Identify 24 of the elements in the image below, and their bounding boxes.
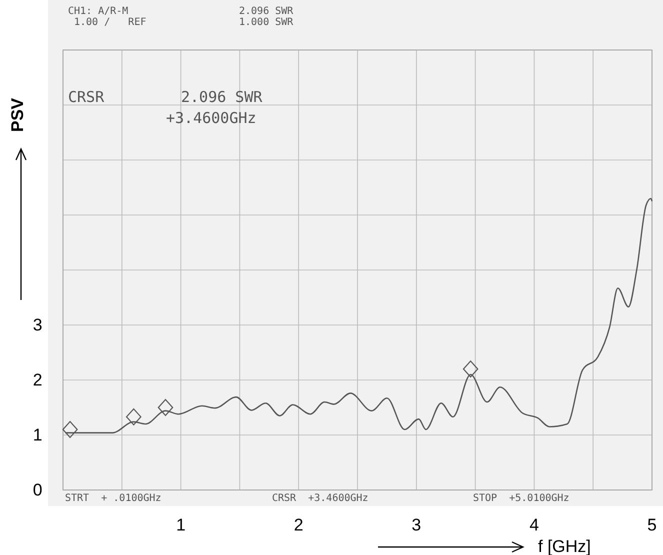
text: STRT + .0100GHz [65,493,162,504]
y-tick-label: 1 [32,425,42,444]
annotation: +3.4600GHz [166,109,256,127]
text: STOP +5.0100GHz [473,493,570,504]
point [62,421,78,438]
y-tick-label: 3 [32,315,42,334]
text: 2.096 SWR [239,6,294,17]
x-tick-label: 5 [647,515,657,534]
text: 1.000 SWR [239,17,294,28]
x-tick-label: 2 [294,515,304,534]
text: CRSR +3.4600GHz [272,493,368,504]
text: 1.00 / REF [74,17,146,28]
y-axis-title: PSV [8,97,27,132]
y-tick-label: 0 [32,480,42,500]
text: CH1: A/R-M [68,6,128,17]
x-tick-label: 4 [529,515,539,534]
annotation: CRSR [68,88,106,106]
x-tick-label: 1 [176,515,186,534]
point [158,399,174,416]
x-tick-label: 3 [412,515,422,534]
point [126,408,142,426]
annotation: 2.096 SWR [181,88,264,106]
y-tick-label: 2 [32,370,42,390]
point [462,360,478,378]
